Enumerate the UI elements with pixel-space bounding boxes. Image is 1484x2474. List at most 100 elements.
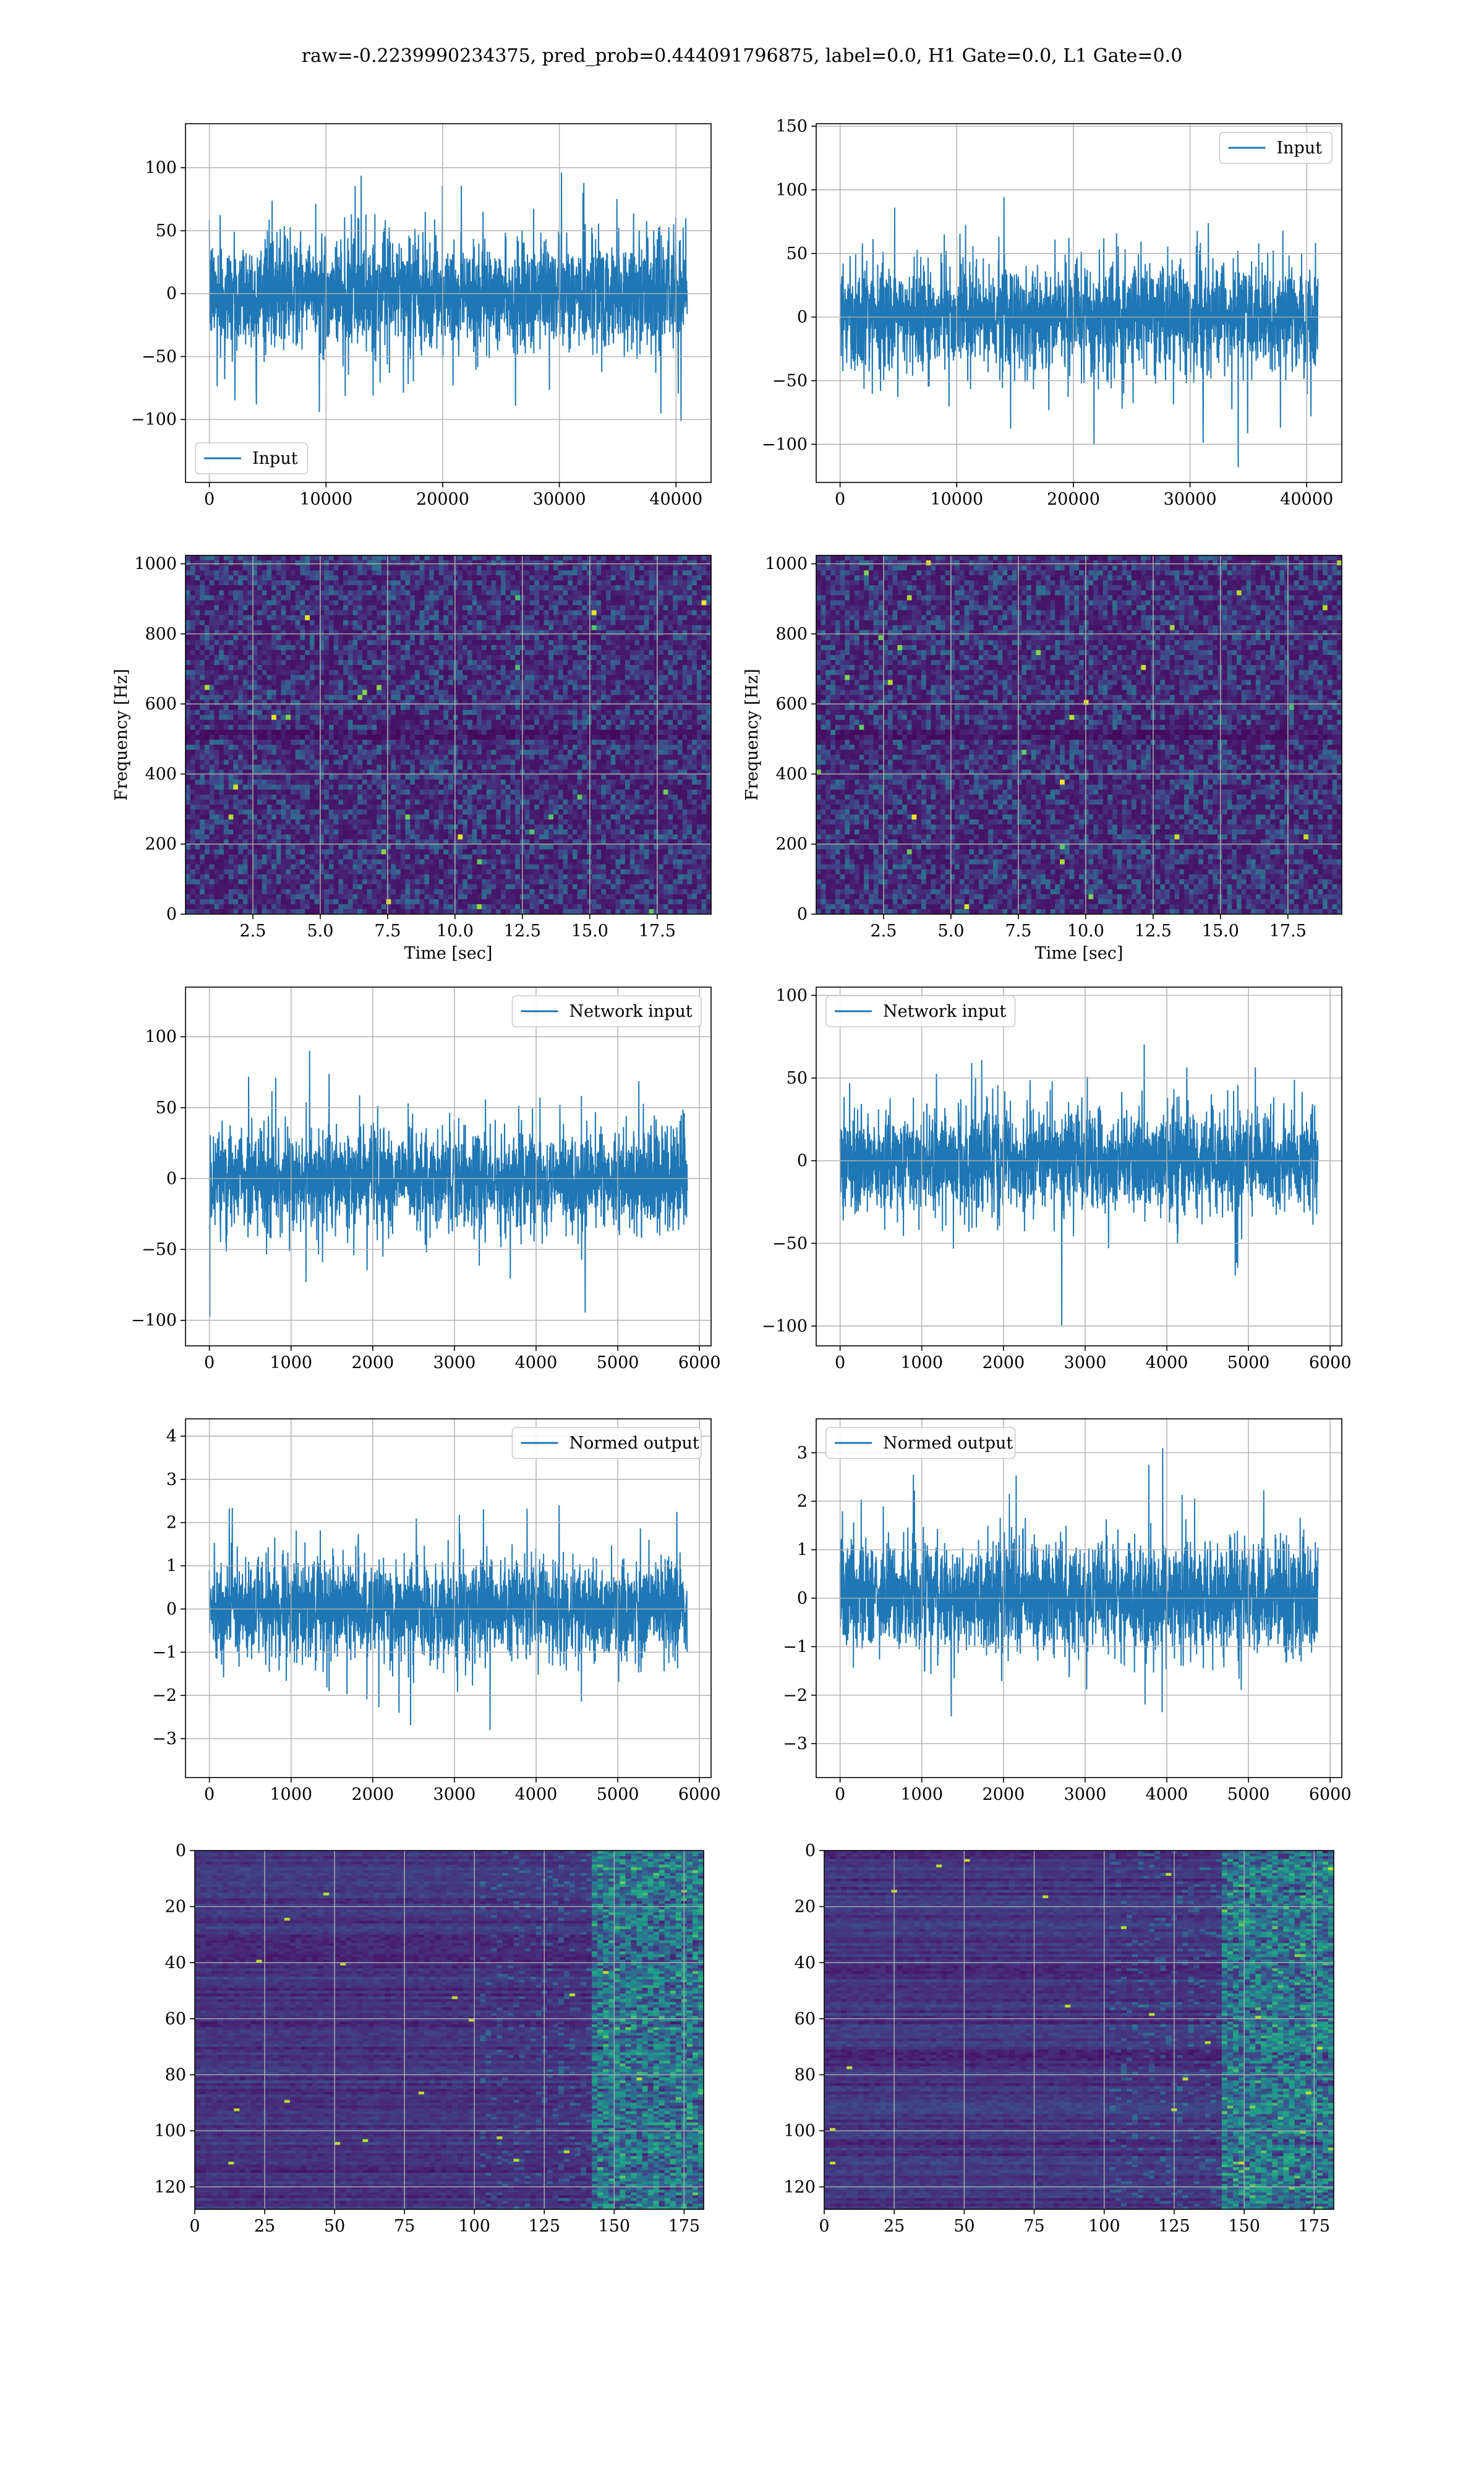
heatmap-cell	[391, 670, 396, 675]
heatmap-cell	[186, 690, 191, 696]
heatmap-cell	[433, 809, 440, 815]
heatmap-cell	[377, 909, 382, 914]
heatmap-cell	[200, 570, 205, 576]
heatmap-cell	[186, 799, 191, 805]
heatmap-cell	[400, 595, 406, 601]
heatmap-cell	[348, 670, 354, 675]
heatmap-cell	[295, 660, 301, 666]
heatmap-cell	[433, 764, 440, 770]
heatmap-cell	[391, 650, 396, 656]
heatmap-cell	[486, 695, 492, 701]
heatmap-cell	[357, 789, 363, 795]
heatmap-cell	[338, 824, 344, 830]
heatmap-cell	[362, 740, 368, 745]
heatmap-cell	[281, 834, 286, 840]
heatmap-cell	[295, 585, 301, 591]
heatmap-cell	[486, 724, 492, 730]
heatmap-cell	[433, 580, 440, 586]
heatmap-cell	[286, 695, 291, 701]
heatmap-cell	[391, 615, 396, 621]
heatmap-cell	[496, 779, 501, 785]
heatmap-cell	[463, 799, 468, 805]
heatmap-cell	[414, 575, 420, 581]
plot-area	[186, 124, 711, 482]
heatmap-cell	[391, 709, 396, 716]
heatmap-cell	[252, 555, 258, 561]
heatmap-cell	[463, 680, 468, 686]
heatmap-cell	[267, 774, 272, 781]
heatmap-cell	[424, 750, 430, 755]
heatmap-cell	[429, 904, 435, 910]
heatmap-cell	[295, 889, 301, 895]
heatmap-cell	[186, 640, 191, 646]
heatmap-cell	[377, 620, 382, 626]
heatmap-cell	[372, 774, 377, 781]
heatmap-cell	[414, 585, 420, 591]
heatmap-cell	[381, 799, 387, 805]
heatmap-cell	[381, 724, 387, 730]
heatmap-cell	[300, 585, 305, 591]
heatmap-cell	[324, 750, 330, 755]
heatmap-cell	[338, 750, 344, 755]
heatmap-cell	[405, 655, 411, 661]
heatmap-cell	[291, 635, 296, 641]
heatmap-cell	[186, 874, 191, 880]
heatmap-cell	[352, 779, 358, 785]
heatmap-cell	[386, 595, 391, 601]
heatmap-cell	[400, 650, 406, 656]
heatmap-cell	[348, 879, 354, 885]
heatmap-cell	[195, 675, 200, 680]
heatmap-cell	[343, 864, 349, 870]
heatmap-cell	[477, 874, 482, 880]
heatmap-cell	[309, 740, 315, 745]
heatmap-cell	[295, 714, 301, 721]
heatmap-cell	[223, 645, 229, 651]
heatmap-cell	[204, 615, 210, 621]
heatmap-cell	[357, 814, 363, 820]
heatmap-cell	[204, 620, 210, 626]
heatmap-cell	[333, 859, 339, 865]
heatmap-cell	[467, 719, 473, 726]
heatmap-cell	[267, 615, 272, 621]
heatmap-cell	[414, 704, 420, 711]
heatmap-cell	[472, 615, 477, 621]
heatmap-cell	[491, 884, 497, 890]
heatmap-cell	[377, 884, 382, 890]
heatmap-cell	[233, 899, 239, 905]
heatmap-cell	[214, 555, 220, 561]
heatmap-cell	[267, 874, 272, 880]
heatmap-cell	[424, 824, 430, 830]
heatmap-cell	[333, 704, 339, 711]
heatmap-cell	[242, 899, 249, 905]
heatmap-cell	[324, 660, 330, 666]
heatmap-cell	[262, 760, 267, 765]
heatmap-cell	[252, 834, 258, 840]
heatmap-cell	[252, 560, 258, 566]
heatmap-cell	[482, 605, 487, 611]
heatmap-cell	[482, 714, 487, 721]
heatmap-cell	[291, 555, 296, 561]
heatmap-cell	[281, 590, 286, 596]
heatmap-cell	[271, 625, 277, 631]
heatmap-cell	[400, 904, 406, 910]
heatmap-cell	[324, 670, 330, 675]
heatmap-cell	[448, 670, 454, 675]
heatmap-cell	[238, 884, 244, 890]
heatmap-cell	[291, 640, 296, 646]
heatmap-cell	[433, 650, 440, 656]
heatmap-cell	[367, 904, 372, 910]
heatmap-cell	[477, 779, 482, 785]
heatmap-cell	[372, 819, 377, 825]
heatmap-cell	[391, 560, 396, 566]
heatmap-cell	[262, 794, 267, 800]
heatmap-cell	[381, 560, 387, 566]
heatmap-cell	[357, 685, 363, 691]
heatmap-cell	[405, 804, 411, 810]
heatmap-cell	[448, 799, 454, 805]
heatmap-cell	[391, 595, 396, 601]
heatmap-cell	[228, 755, 234, 760]
heatmap-cell	[448, 625, 454, 631]
heatmap-cell	[343, 814, 349, 820]
heatmap-cell	[228, 864, 234, 870]
heatmap-cell	[419, 655, 425, 661]
